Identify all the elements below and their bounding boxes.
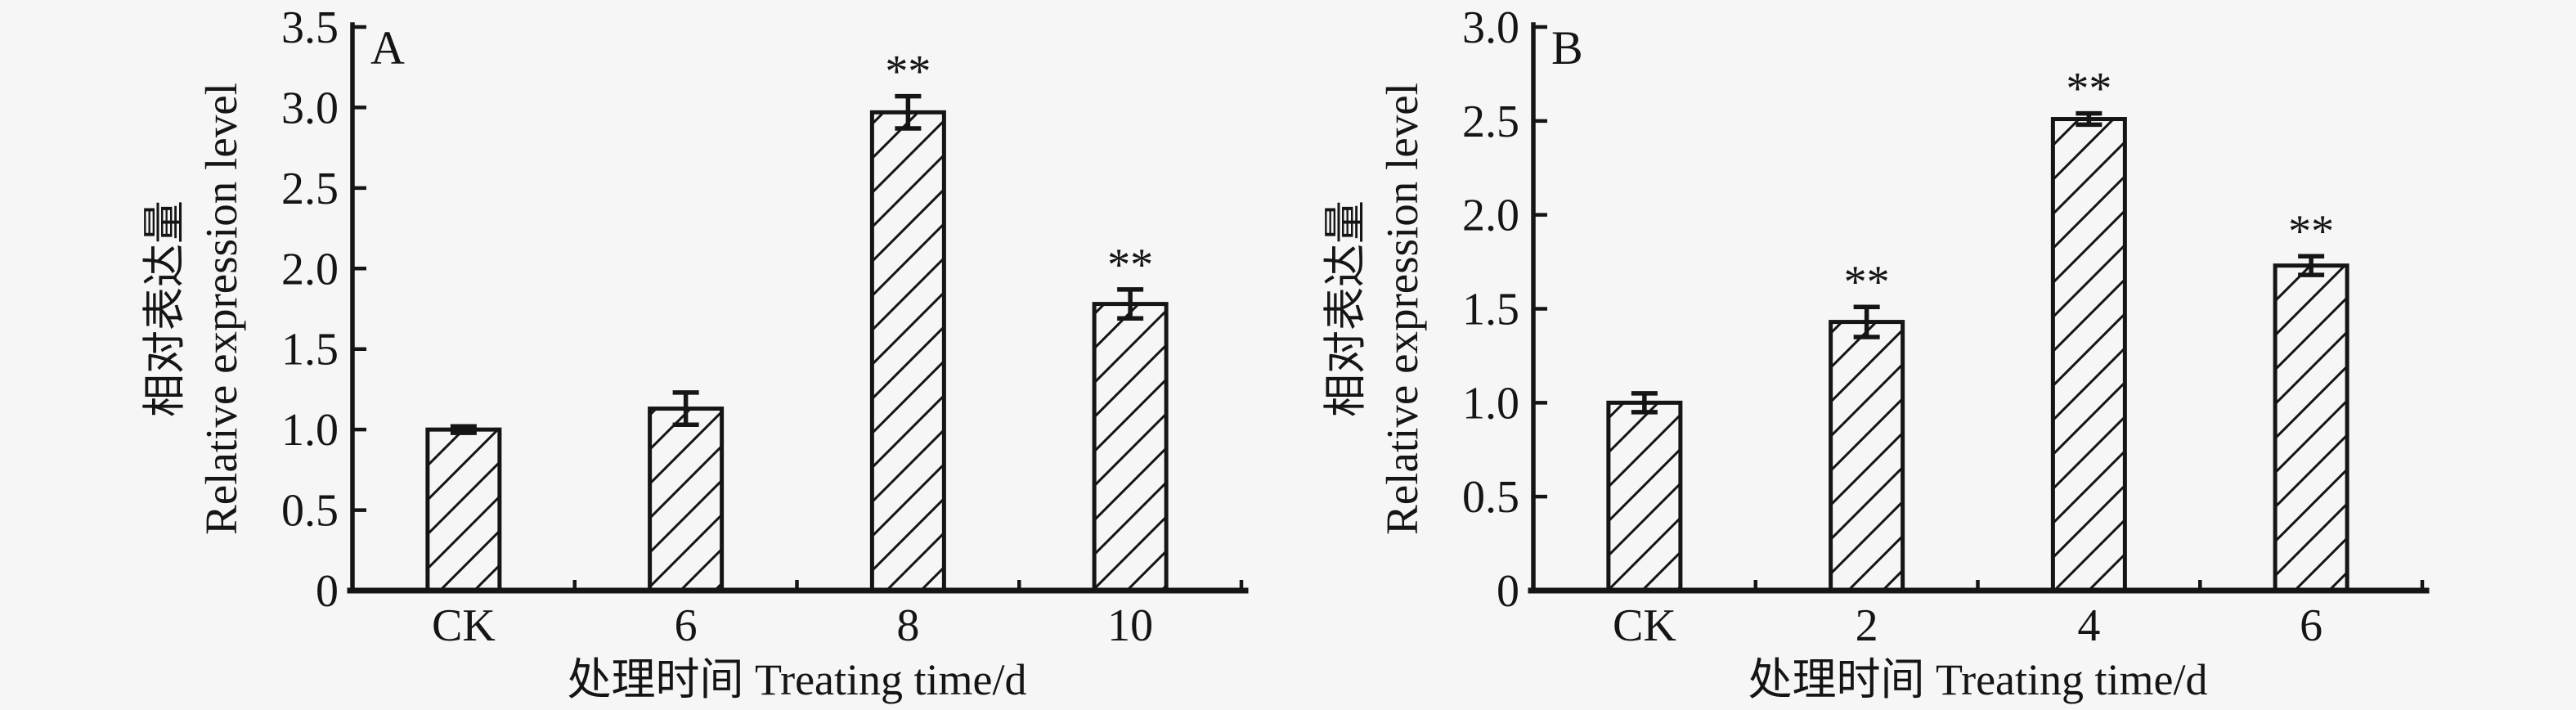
chart-panel-a: CK 6 ** 8 ** 10 0 0.5 1.0 1.5 2.0 2.5 3.0 3.5 A 处理时间 Tr… [141,2,1249,704]
y-tick-label: 0 [1497,566,1519,617]
bar [2050,117,2127,593]
bar [425,427,502,593]
error-bar [672,390,699,427]
significance-label: ** [2288,206,2334,257]
x-axis-title: 处理时间 Treating time/d [568,655,1027,704]
error-bar [1853,304,1880,339]
significance-label: ** [1107,240,1153,290]
x-category-label: 6 [675,600,698,651]
error-bar [1631,391,1658,415]
bar-hatch [2053,119,2125,591]
x-category-label: 2 [1856,600,1878,651]
bar-hatch [427,429,500,591]
bar [1092,302,1169,593]
significance-label: ** [1844,257,1890,308]
y-tick-label: 2.5 [1462,97,1519,147]
y-tick-label: 1.5 [1462,285,1519,335]
x-category-label: 8 [896,600,919,651]
bar [869,110,946,593]
bar-hatch [2275,265,2348,591]
y-tick-label: 0 [316,566,339,617]
y-axis-title-zh: 相对表达量 [141,200,189,417]
error-bar [450,424,477,435]
x-axis-title: 处理时间 Treating time/d [1748,655,2208,704]
x-category-label: CK [1613,600,1676,651]
significance-label: ** [2066,64,2112,115]
bar [1606,400,1683,593]
error-bar [2298,254,2325,277]
bar [2273,263,2349,593]
y-axis-title-en: Relative expression level [196,83,246,535]
y-tick-label: 2.0 [281,244,339,294]
bar [1829,320,1905,593]
y-tick-label: 3.5 [281,2,339,53]
bar [648,407,725,593]
bar-hatch [1094,303,1167,591]
y-axis-title-en: Relative expression level [1377,83,1427,535]
y-tick-label: 3.0 [281,83,339,133]
panel-label: A [370,21,405,74]
y-tick-label: 0.5 [1462,472,1519,523]
error-bar [2076,110,2103,128]
y-tick-label: 0.5 [281,486,339,537]
chart-panel-b: CK ** 2 ** 4 ** 6 0 0.5 1.0 1.5 2.0 2.5 3.0 B 处理时间 Trea… [1322,2,2430,704]
panel-label: B [1551,21,1583,74]
significance-label: ** [885,47,931,97]
x-category-label: 6 [2300,600,2322,651]
y-axis-title-zh: 相对表达量 [1322,200,1370,417]
y-tick-label: 1.5 [281,325,339,375]
x-category-label: CK [432,600,496,651]
y-tick-label: 1.0 [281,405,339,456]
y-tick-label: 2.5 [281,164,339,214]
x-category-label: 10 [1107,600,1153,651]
y-tick-label: 3.0 [1462,2,1519,53]
bar-hatch [649,408,722,591]
bar-hatch [1830,321,1903,591]
y-tick-label: 1.0 [1462,378,1519,429]
error-bar [895,93,922,131]
x-category-label: 4 [2077,600,2100,651]
bar-hatch [1608,402,1681,591]
bar-hatch [872,112,945,591]
error-bar [1117,287,1144,321]
y-tick-label: 2.0 [1462,191,1519,241]
